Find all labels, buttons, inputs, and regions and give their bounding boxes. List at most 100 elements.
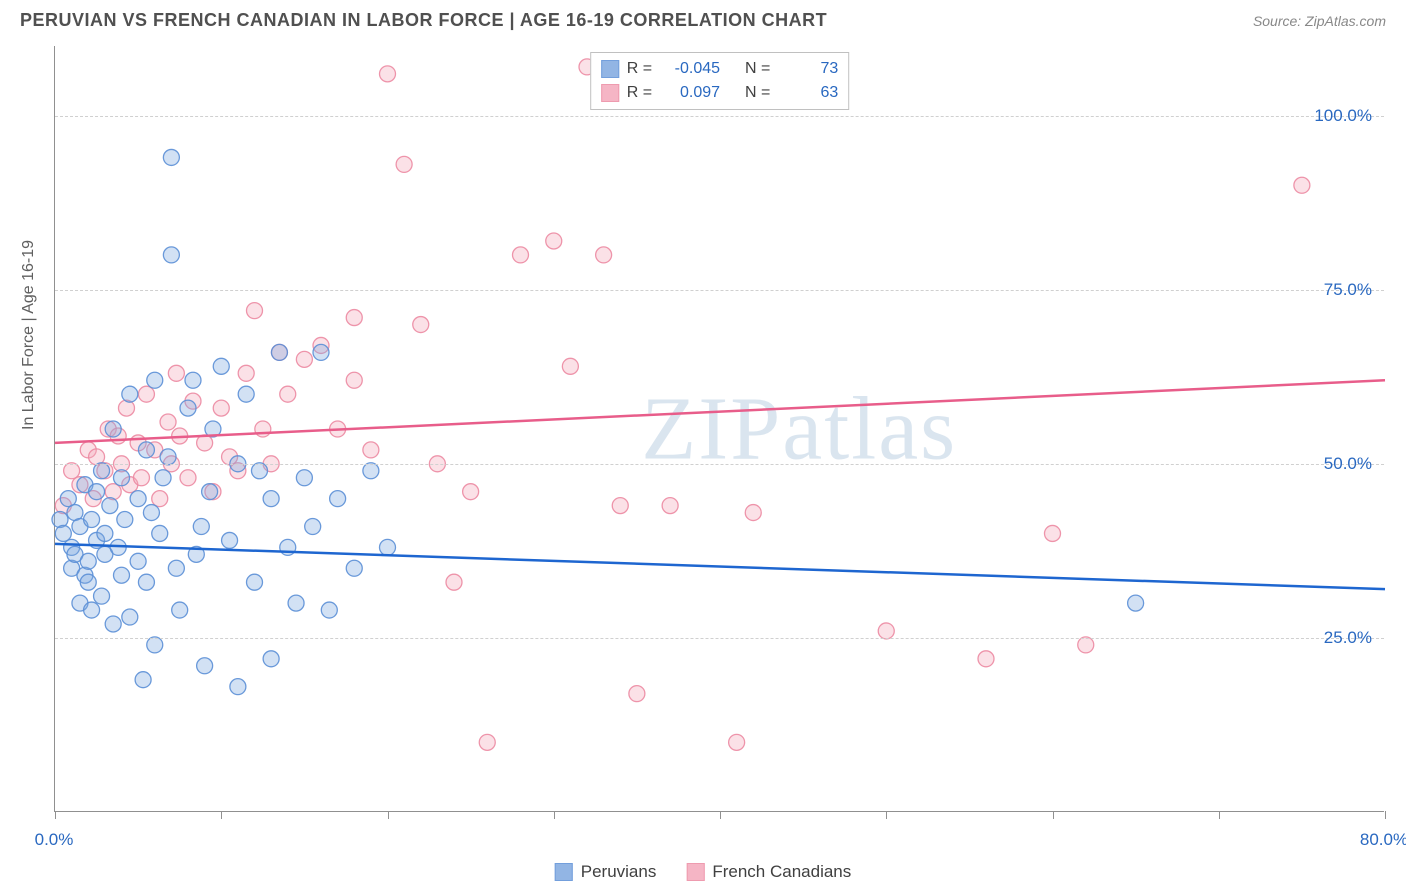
scatter-point <box>629 686 645 702</box>
scatter-point <box>193 518 209 534</box>
french-canadians-n-value: 63 <box>778 81 838 105</box>
r-label: R = <box>627 81 652 105</box>
scatter-point <box>114 470 130 486</box>
scatter-point <box>346 310 362 326</box>
scatter-point <box>230 679 246 695</box>
scatter-point <box>80 574 96 590</box>
scatter-point <box>213 400 229 416</box>
scatter-point <box>313 344 329 360</box>
scatter-point <box>147 372 163 388</box>
scatter-point <box>130 491 146 507</box>
scatter-point <box>94 588 110 604</box>
scatter-point <box>80 553 96 569</box>
r-label: R = <box>627 57 652 81</box>
scatter-point <box>180 470 196 486</box>
scatter-point <box>346 560 362 576</box>
x-tick <box>221 811 222 819</box>
scatter-point <box>1078 637 1094 653</box>
scatter-point <box>84 602 100 618</box>
scatter-point <box>84 512 100 528</box>
scatter-point <box>251 463 267 479</box>
scatter-point <box>155 470 171 486</box>
scatter-point <box>185 372 201 388</box>
scatter-point <box>978 651 994 667</box>
scatter-point <box>94 463 110 479</box>
scatter-point <box>562 358 578 374</box>
x-tick <box>886 811 887 819</box>
chart-plot-area: ZIPatlas R = -0.045 N = 73 R = 0.097 N =… <box>54 46 1384 812</box>
gridline <box>55 638 1384 639</box>
scatter-point <box>1045 525 1061 541</box>
scatter-point <box>288 595 304 611</box>
y-tick-label: 25.0% <box>1324 628 1372 648</box>
scatter-point <box>1294 177 1310 193</box>
scatter-point <box>133 470 149 486</box>
peruvians-r-value: -0.045 <box>660 57 720 81</box>
x-tick <box>554 811 555 819</box>
gridline <box>55 464 1384 465</box>
y-tick-label: 100.0% <box>1314 106 1372 126</box>
scatter-point <box>662 498 678 514</box>
correlation-legend: R = -0.045 N = 73 R = 0.097 N = 63 <box>590 52 850 110</box>
scatter-point <box>102 498 118 514</box>
scatter-point <box>172 602 188 618</box>
scatter-point <box>330 491 346 507</box>
n-label: N = <box>745 81 770 105</box>
scatter-point <box>513 247 529 263</box>
scatter-point <box>479 734 495 750</box>
scatter-point <box>213 358 229 374</box>
scatter-point <box>64 463 80 479</box>
scatter-point <box>168 560 184 576</box>
scatter-point <box>380 539 396 555</box>
scatter-point <box>596 247 612 263</box>
x-tick <box>1053 811 1054 819</box>
scatter-point <box>612 498 628 514</box>
scatter-point <box>745 505 761 521</box>
scatter-point <box>117 512 133 528</box>
scatter-point <box>729 734 745 750</box>
gridline <box>55 116 1384 117</box>
scatter-point <box>446 574 462 590</box>
scatter-point <box>363 463 379 479</box>
scatter-point <box>280 386 296 402</box>
french-canadians-r-value: 0.097 <box>660 81 720 105</box>
scatter-point <box>1128 595 1144 611</box>
x-tick <box>720 811 721 819</box>
gridline <box>55 290 1384 291</box>
scatter-point <box>463 484 479 500</box>
scatter-point <box>321 602 337 618</box>
scatter-point <box>197 658 213 674</box>
y-tick-label: 50.0% <box>1324 454 1372 474</box>
scatter-point <box>89 484 105 500</box>
scatter-point <box>263 651 279 667</box>
scatter-point <box>296 351 312 367</box>
peruvians-swatch <box>555 863 573 881</box>
scatter-point <box>114 567 130 583</box>
source-attribution: Source: ZipAtlas.com <box>1253 13 1386 29</box>
scatter-point <box>130 553 146 569</box>
scatter-point <box>138 386 154 402</box>
x-tick <box>388 811 389 819</box>
scatter-point <box>247 574 263 590</box>
chart-title: PERUVIAN VS FRENCH CANADIAN IN LABOR FOR… <box>20 10 827 31</box>
scatter-point <box>380 66 396 82</box>
scatter-point <box>105 421 121 437</box>
scatter-point <box>163 149 179 165</box>
french-canadians-swatch <box>686 863 704 881</box>
scatter-point <box>97 525 113 541</box>
french-canadians-swatch <box>601 84 619 102</box>
n-label: N = <box>745 57 770 81</box>
series-legend: Peruvians French Canadians <box>555 862 852 882</box>
scatter-point <box>160 449 176 465</box>
scatter-point <box>238 386 254 402</box>
x-tick <box>1385 811 1386 819</box>
scatter-svg <box>55 46 1384 811</box>
x-tick <box>55 811 56 819</box>
x-tick-label: 80.0% <box>1360 830 1406 850</box>
y-tick-label: 75.0% <box>1324 280 1372 300</box>
scatter-point <box>222 532 238 548</box>
french-canadians-legend-label: French Canadians <box>712 862 851 882</box>
scatter-point <box>305 518 321 534</box>
peruvians-n-value: 73 <box>778 57 838 81</box>
trend-line <box>55 380 1385 443</box>
